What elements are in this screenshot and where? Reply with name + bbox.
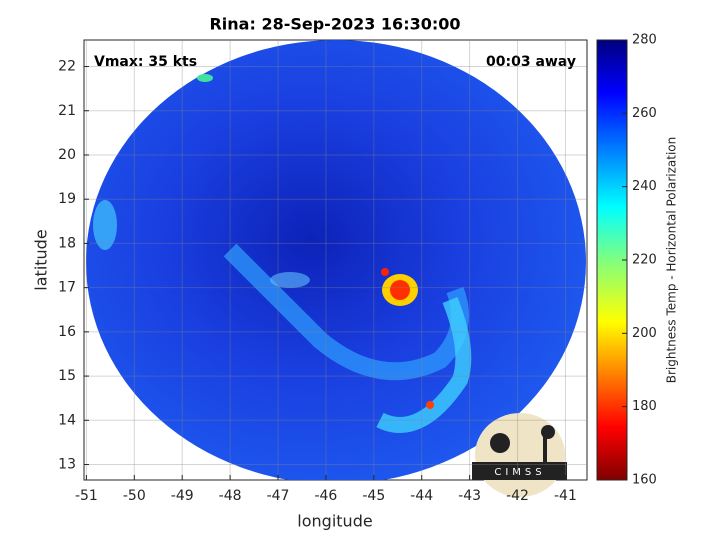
x-tick-label: -51 xyxy=(75,488,98,504)
x-axis-label: longitude xyxy=(297,512,372,531)
chart-title: Rina: 28-Sep-2023 16:30:00 xyxy=(209,15,460,34)
y-axis-label: latitude xyxy=(32,229,51,290)
annotation: Vmax: 35 kts xyxy=(94,54,197,70)
x-tick-label: -44 xyxy=(410,488,433,504)
colorbar-tick-label: 280 xyxy=(632,33,657,48)
y-tick-label: 16 xyxy=(58,324,76,340)
y-tick-label: 19 xyxy=(58,191,76,207)
satellite-image xyxy=(86,40,586,480)
annotation: 00:03 away xyxy=(486,54,576,70)
colorbar-tick-label: 220 xyxy=(632,253,657,268)
colorbar-tick-label: 180 xyxy=(632,399,657,414)
x-tick-label: -42 xyxy=(506,488,529,504)
colorbar-tick-label: 240 xyxy=(632,179,657,194)
x-tick-label: -46 xyxy=(314,488,337,504)
colorbar-tick-label: 160 xyxy=(632,473,657,488)
colorbar-tick-label: 260 xyxy=(632,106,657,121)
x-tick-label: -47 xyxy=(267,488,290,504)
x-tick-label: -49 xyxy=(171,488,194,504)
y-tick-label: 14 xyxy=(58,412,76,428)
colorbar-label: Brightness Temp - Horizontal Polarizatio… xyxy=(665,137,679,384)
x-tick-label: -41 xyxy=(554,488,577,504)
x-tick-label: -50 xyxy=(123,488,146,504)
y-tick-label: 17 xyxy=(58,280,76,296)
x-tick-label: -43 xyxy=(458,488,481,504)
y-tick-label: 15 xyxy=(58,368,76,384)
y-tick-label: 18 xyxy=(58,235,76,251)
y-tick-label: 21 xyxy=(58,103,76,119)
cimss-logo xyxy=(472,413,567,497)
x-tick-label: -45 xyxy=(362,488,385,504)
y-tick-label: 13 xyxy=(58,457,76,473)
y-tick-label: 22 xyxy=(58,59,76,75)
logo-text: CIMSS xyxy=(494,467,545,478)
x-tick-label: -48 xyxy=(219,488,242,504)
colorbar-tick-label: 200 xyxy=(632,326,657,341)
y-tick-label: 20 xyxy=(58,147,76,163)
